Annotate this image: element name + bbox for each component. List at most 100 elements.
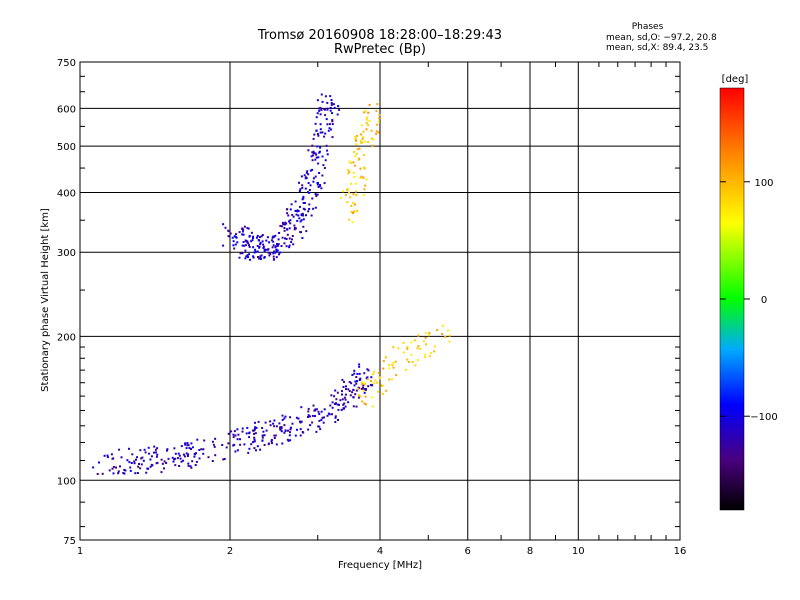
data-point	[264, 421, 267, 424]
data-point	[283, 229, 286, 232]
data-point	[261, 439, 264, 442]
data-point	[255, 426, 258, 429]
data-point	[355, 143, 358, 146]
data-point	[263, 250, 266, 253]
data-point	[229, 232, 232, 235]
data-point	[123, 468, 126, 471]
data-point	[302, 214, 305, 217]
y-axis-label: Stationary phase Virtual Height [km]	[40, 208, 51, 392]
data-point	[388, 367, 391, 370]
data-point	[336, 403, 339, 406]
data-point	[241, 230, 244, 233]
data-point	[253, 440, 256, 443]
data-point	[350, 161, 353, 164]
data-point	[196, 438, 199, 441]
data-point	[301, 431, 304, 433]
data-point	[187, 464, 190, 467]
data-point	[177, 452, 180, 455]
data-point	[281, 236, 284, 239]
data-point	[312, 180, 315, 183]
data-point	[312, 404, 315, 407]
data-point	[275, 250, 278, 253]
data-point	[361, 137, 364, 140]
data-point	[183, 455, 186, 458]
data-point	[444, 335, 447, 338]
data-point	[323, 135, 326, 138]
x-axis-label: Frequency [MHz]	[338, 560, 422, 571]
data-point	[276, 244, 279, 247]
data-point	[150, 455, 153, 458]
data-point	[149, 458, 152, 461]
data-point	[262, 243, 265, 246]
data-point	[342, 403, 345, 406]
data-point	[163, 467, 165, 470]
data-point	[372, 373, 375, 376]
data-point	[267, 442, 270, 445]
data-point	[138, 463, 140, 465]
data-point	[405, 368, 408, 371]
data-point	[283, 227, 286, 229]
data-point	[128, 461, 131, 464]
data-point	[360, 387, 363, 390]
colorbar-ticks: 100 0 −100	[720, 178, 778, 423]
data-point	[363, 388, 366, 391]
data-point	[178, 465, 181, 467]
data-point	[248, 234, 251, 237]
data-point	[314, 415, 316, 417]
data-point	[448, 334, 451, 337]
data-point	[211, 440, 214, 443]
data-point	[227, 432, 230, 435]
data-point	[137, 465, 140, 468]
data-point	[319, 131, 322, 134]
data-point	[290, 426, 292, 429]
data-point	[252, 235, 255, 238]
data-point	[287, 214, 290, 217]
data-point	[212, 443, 215, 446]
data-point	[363, 402, 366, 405]
data-point	[244, 244, 247, 247]
data-point	[358, 379, 361, 381]
data-point	[360, 175, 363, 178]
data-point	[355, 382, 358, 385]
data-point	[373, 370, 376, 373]
data-point	[236, 438, 239, 441]
data-point	[275, 425, 278, 428]
data-point	[273, 437, 276, 439]
data-point	[370, 380, 372, 383]
data-point	[301, 186, 304, 189]
data-point	[267, 248, 270, 251]
data-point	[349, 196, 352, 199]
data-point	[258, 257, 261, 260]
data-point	[202, 448, 205, 451]
data-point	[312, 207, 315, 210]
data-point	[289, 208, 292, 211]
data-point	[352, 193, 355, 196]
data-point	[274, 246, 277, 249]
data-point	[407, 361, 410, 363]
data-point	[325, 144, 328, 147]
data-point	[330, 99, 333, 101]
data-point	[373, 382, 376, 385]
data-point	[133, 462, 136, 465]
colorbar-label: [deg]	[722, 74, 749, 85]
data-point	[248, 245, 251, 248]
data-point	[357, 158, 360, 161]
data-point	[254, 426, 257, 429]
data-point	[254, 248, 256, 251]
data-point	[366, 378, 369, 381]
data-point	[262, 245, 265, 248]
data-point	[274, 234, 277, 237]
data-point	[429, 355, 432, 358]
data-point	[311, 159, 314, 162]
data-point	[286, 208, 288, 211]
data-point	[419, 347, 422, 350]
data-point	[313, 133, 316, 136]
data-point	[260, 254, 263, 257]
data-point	[296, 219, 299, 222]
data-point	[315, 430, 318, 433]
data-point	[363, 391, 366, 394]
data-point	[129, 469, 132, 472]
data-point	[356, 148, 359, 151]
y-tick-label: 75	[63, 536, 76, 547]
data-point	[417, 345, 420, 348]
